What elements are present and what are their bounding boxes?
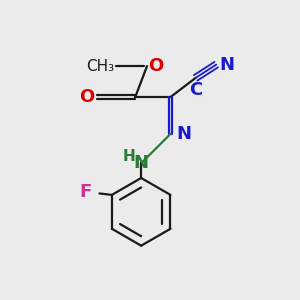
Text: N: N <box>220 56 235 74</box>
Text: N: N <box>134 154 149 172</box>
Text: C: C <box>189 81 202 99</box>
Text: CH₃: CH₃ <box>86 58 114 74</box>
Text: N: N <box>176 125 191 143</box>
Text: O: O <box>79 88 94 106</box>
Text: O: O <box>148 57 164 75</box>
Text: F: F <box>79 183 91 201</box>
Text: H: H <box>122 149 135 164</box>
